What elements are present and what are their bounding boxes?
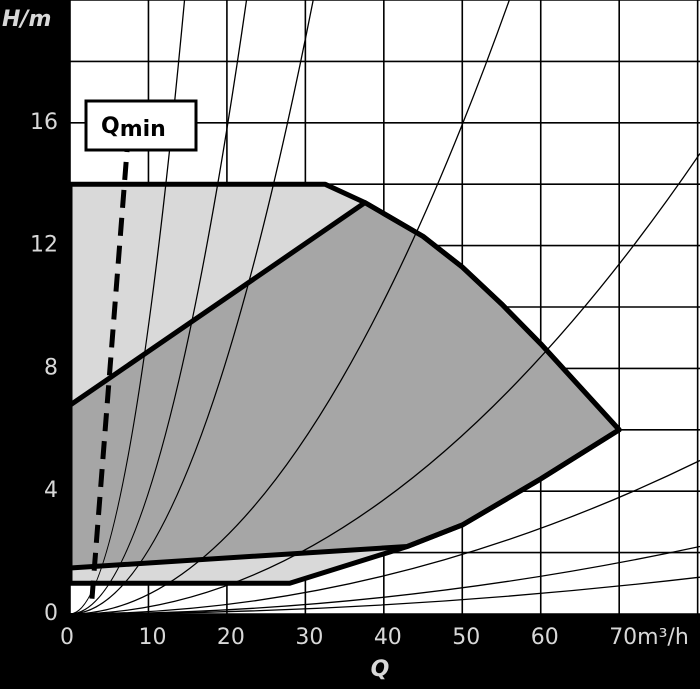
system-curve <box>70 0 314 614</box>
qmin-line <box>89 147 130 599</box>
x-tick-label: 40 <box>374 625 402 650</box>
x-axis-title: Q <box>371 657 390 682</box>
x-tick-label: 0 <box>60 625 74 650</box>
regions <box>70 184 620 584</box>
region <box>70 202 620 568</box>
y-axis-title: H/m <box>2 7 51 32</box>
system-curve <box>70 0 186 614</box>
x-tick-label: 20 <box>217 625 245 650</box>
system-curve <box>70 0 510 614</box>
system-curve <box>70 459 700 614</box>
x-tick-label: 60 <box>531 625 559 650</box>
qmin-box <box>84 99 198 152</box>
qmin-main: Q <box>101 114 120 139</box>
system-curve <box>70 153 700 614</box>
outlines: Qmin <box>67 99 622 599</box>
system-curves <box>70 0 700 614</box>
qmin-sub: min <box>120 117 166 142</box>
x-tick-label: 50 <box>452 625 480 650</box>
y-tick-label: 8 <box>44 355 58 380</box>
y-tick-label: 12 <box>30 233 58 258</box>
x-tick-label: 70m³/h <box>609 625 689 650</box>
x-tick-label: 30 <box>295 625 323 650</box>
system-curve <box>70 0 248 614</box>
y-tick-label: 0 <box>44 601 58 626</box>
y-tick-label: 4 <box>44 478 58 503</box>
region-outline <box>67 200 622 571</box>
x-tick-label: 10 <box>138 625 166 650</box>
labels: 0 4 8 12 16 0 10 20 30 40 50 60 70m³/h <box>30 110 689 650</box>
qmin-label: Qmin <box>101 114 166 142</box>
y-tick-label: 16 <box>30 110 58 135</box>
system-curve <box>70 576 700 614</box>
